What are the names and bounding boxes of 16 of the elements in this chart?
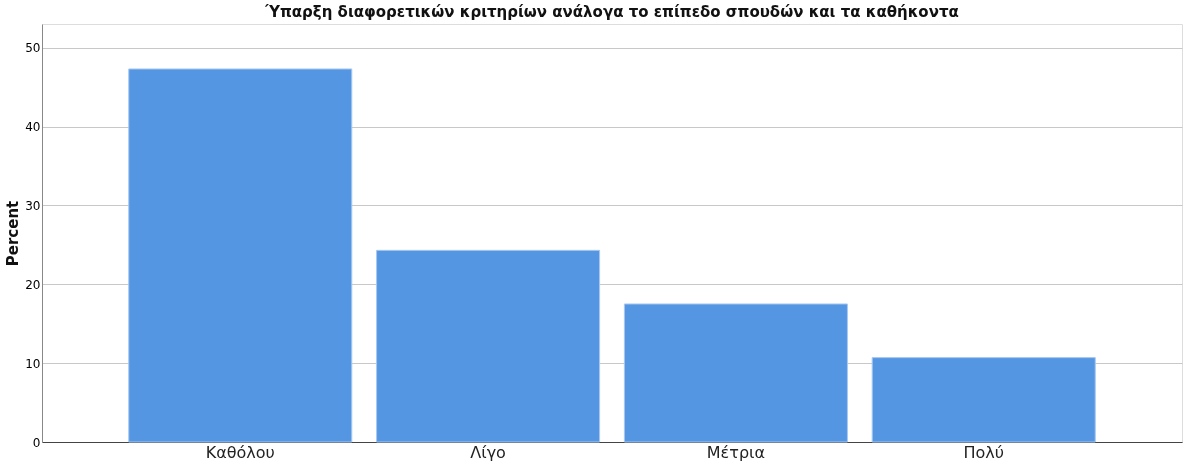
chart-title: Ύπαρξη διαφορετικών κριτηρίων ανάλογα το επίπεδο σπουδών και τα καθήκοντα	[264, 3, 959, 21]
bar	[623, 303, 848, 443]
x-tick-label: Καθόλου	[205, 442, 275, 462]
x-tick-label: Μέτρια	[706, 442, 766, 462]
y-tick-label: 40	[25, 120, 41, 135]
y-tick-label: 30	[25, 198, 41, 213]
y-tick-label: 10	[25, 356, 41, 371]
bar	[128, 68, 353, 443]
x-tick-label: Λίγο	[470, 442, 506, 462]
bar	[376, 249, 601, 443]
bar	[871, 357, 1096, 443]
y-tick-label: 20	[25, 277, 41, 292]
y-tick-label: 50	[25, 41, 41, 56]
y-axis-title: Percent	[4, 200, 23, 267]
x-tick-label: Πολύ	[963, 442, 1005, 462]
y-tick-label: 0	[32, 435, 41, 450]
